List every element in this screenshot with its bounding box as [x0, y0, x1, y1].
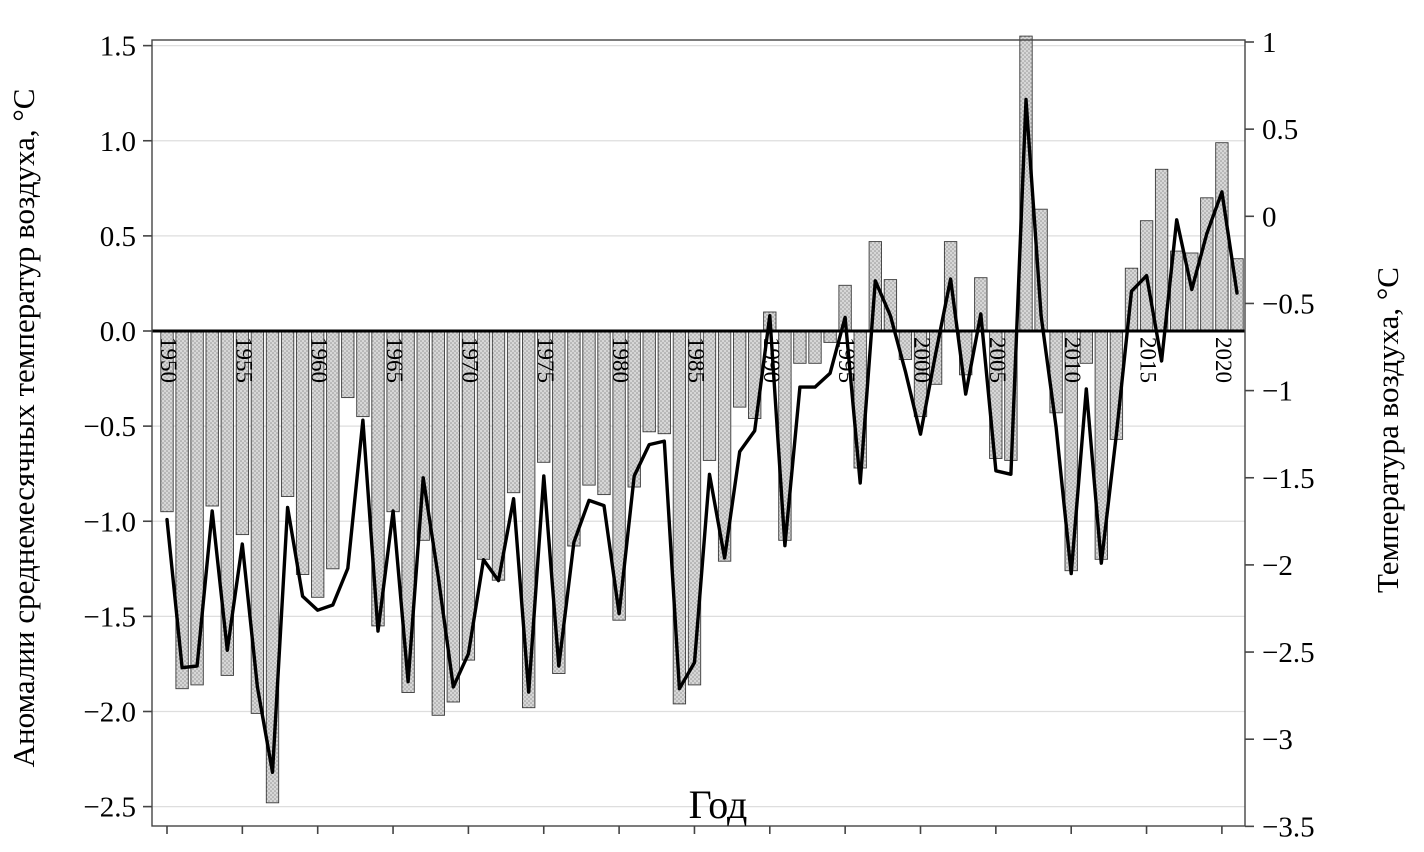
bar-1992	[793, 330, 807, 364]
year-label-1960: 1960	[307, 337, 332, 383]
year-label-2005: 2005	[985, 337, 1010, 383]
year-label-1975: 1975	[533, 337, 558, 383]
x-axis-title: Год	[689, 782, 748, 827]
bar-1977	[567, 330, 581, 547]
right-tick-label: −1	[1262, 376, 1293, 408]
bar-1972	[491, 330, 506, 581]
bar-1953	[205, 330, 219, 507]
bar-2020	[1215, 142, 1229, 332]
plot-border	[151, 39, 1246, 827]
bar-1983	[657, 330, 671, 435]
bottom-axis-ticks	[166, 826, 1223, 834]
right-axis-title: Температура воздуха, °С	[1370, 267, 1405, 593]
right-tick-label: −0.5	[1262, 288, 1315, 320]
left-axis-title: Аномалии среднемесячных температур возду…	[6, 89, 41, 768]
year-label-2010: 2010	[1060, 337, 1085, 383]
right-tick-label: 0	[1262, 201, 1277, 233]
left-axis-ticks: 1.5 1.0 0.5 0.0 −0.5 −1.0 −1.5 −2.0 −2.5	[83, 31, 152, 824]
left-tick-label: −1.0	[83, 506, 136, 538]
bar-1957	[265, 330, 280, 804]
bar-1958	[280, 330, 295, 497]
year-label-1985: 1985	[684, 337, 709, 383]
bar-1978	[582, 330, 596, 486]
bar-1985	[687, 330, 702, 686]
left-tick-label: −1.5	[83, 601, 136, 633]
bar-1982	[642, 330, 656, 433]
year-label-1980: 1980	[608, 337, 633, 383]
bar-1973	[506, 330, 521, 494]
right-tick-label: −3	[1262, 724, 1293, 756]
right-tick-label: 0.5	[1262, 114, 1298, 146]
right-axis-ticks: 1 0.5 0 −0.5 −1 −1.5 −2 −2.5 −3 −3.5	[1245, 27, 1315, 843]
left-tick-label: −2.5	[83, 792, 136, 824]
year-label-1970: 1970	[457, 337, 482, 383]
left-tick-label: 0.0	[100, 316, 136, 348]
bar-1993	[808, 330, 822, 364]
bar-1968	[431, 330, 445, 716]
year-label-1965: 1965	[382, 337, 407, 383]
year-label-1955: 1955	[231, 337, 256, 383]
left-tick-label: 1.0	[100, 126, 136, 158]
bar-1984	[672, 330, 687, 705]
right-tick-label: −2	[1262, 550, 1293, 582]
year-label-1950: 1950	[156, 337, 181, 383]
left-tick-label: −0.5	[83, 411, 136, 443]
left-tick-label: 1.5	[100, 31, 136, 63]
anomaly-bars-series	[160, 35, 1244, 804]
bar-1963	[356, 330, 370, 418]
bar-1962	[341, 330, 355, 399]
year-label-2015: 2015	[1136, 337, 1161, 383]
left-tick-label: 0.5	[100, 221, 136, 253]
bar-1988	[733, 330, 747, 408]
right-tick-label: −1.5	[1262, 463, 1315, 495]
right-tick-label: −2.5	[1262, 637, 1315, 669]
year-label-2020: 2020	[1211, 337, 1236, 383]
year-labels: 1950 1955 1960 1965 1970 1975 1980 1985 1990 1995…	[156, 337, 1236, 383]
right-tick-label: 1	[1262, 27, 1277, 59]
right-tick-label: −3.5	[1262, 811, 1315, 843]
temperature-line	[165, 97, 1239, 774]
left-tick-label: −2.0	[83, 697, 136, 729]
